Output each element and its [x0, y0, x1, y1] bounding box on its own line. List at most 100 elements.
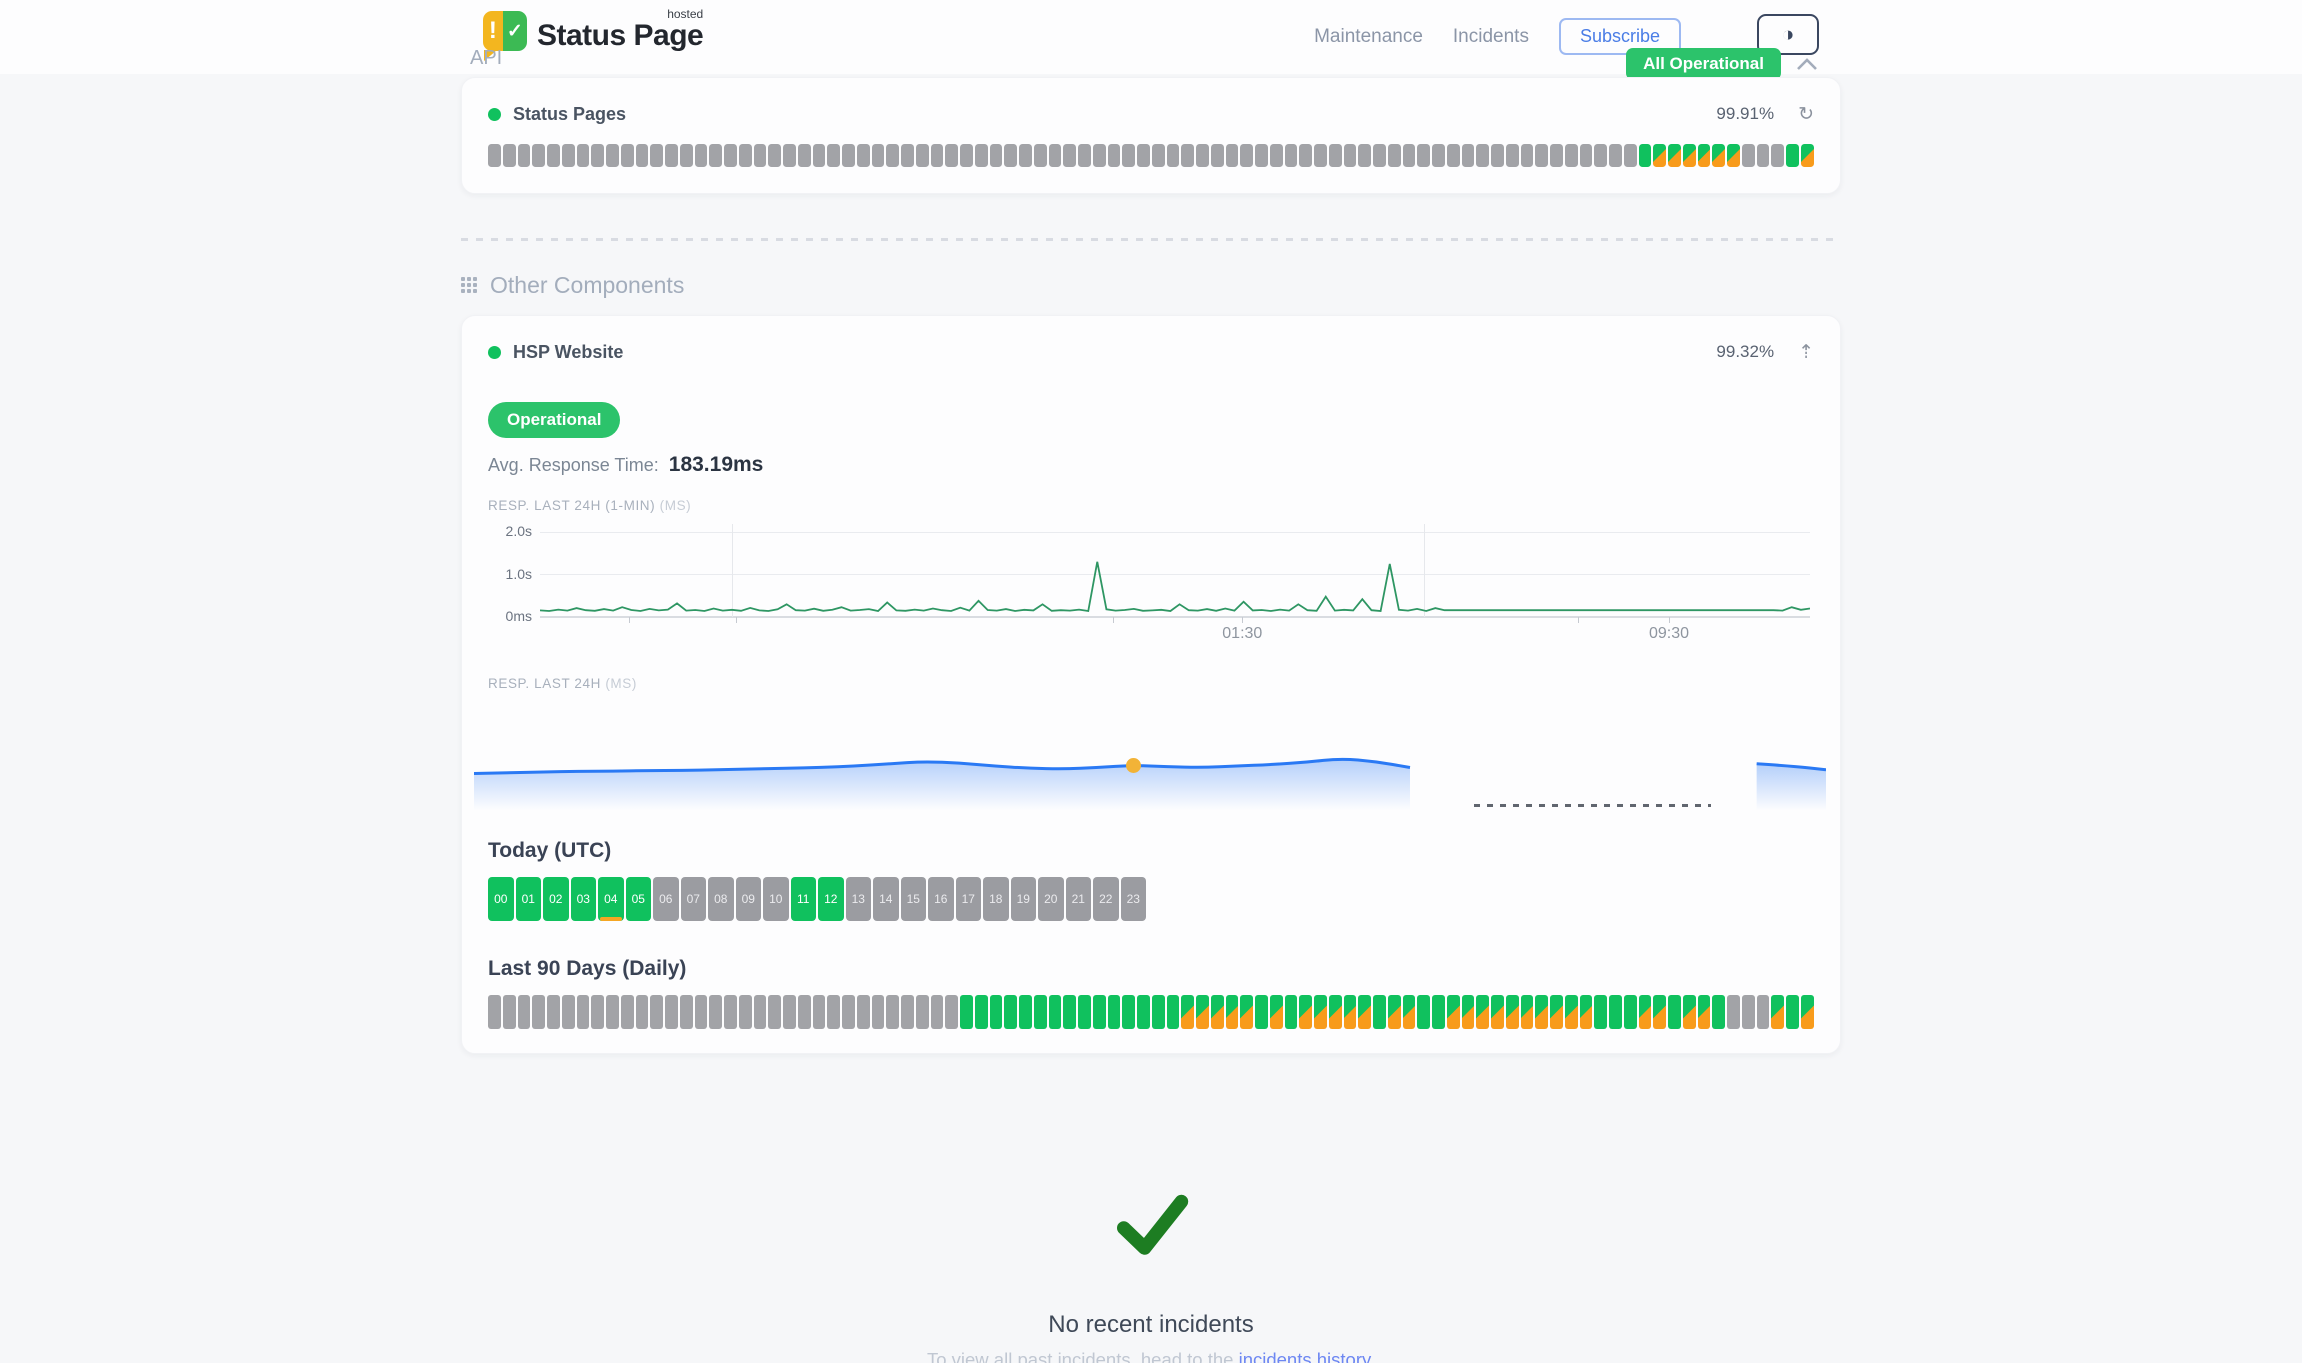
uptime-bar[interactable]: [1727, 144, 1740, 167]
hour-block[interactable]: 15: [900, 877, 926, 921]
uptime-bar[interactable]: [1535, 144, 1548, 167]
uptime-bar[interactable]: [1373, 144, 1386, 167]
uptime-bar[interactable]: [1741, 144, 1755, 167]
day-bar[interactable]: [930, 995, 944, 1029]
uptime-bar[interactable]: [1564, 144, 1578, 167]
day-bar[interactable]: [1092, 995, 1106, 1029]
uptime-bar[interactable]: [1004, 144, 1017, 167]
day-bar[interactable]: [1314, 995, 1327, 1029]
day-bar[interactable]: [915, 995, 929, 1029]
day-bar[interactable]: [1063, 995, 1076, 1029]
day-bar[interactable]: [960, 995, 973, 1029]
uptime-bar[interactable]: [1520, 144, 1534, 167]
uptime-bar[interactable]: [915, 144, 929, 167]
uptime-bar[interactable]: [1137, 144, 1150, 167]
uptime-bar[interactable]: [561, 144, 575, 167]
day-bar[interactable]: [1387, 995, 1401, 1029]
day-bar[interactable]: [842, 995, 855, 1029]
uptime-bar[interactable]: [886, 144, 899, 167]
day-bar[interactable]: [738, 995, 752, 1029]
uptime-bar[interactable]: [1299, 144, 1312, 167]
day-bar[interactable]: [635, 995, 649, 1029]
day-bar[interactable]: [650, 995, 663, 1029]
hour-block[interactable]: 09: [735, 877, 761, 921]
uptime-bar[interactable]: [709, 144, 722, 167]
day-bar[interactable]: [989, 995, 1003, 1029]
uptime-bar[interactable]: [856, 144, 870, 167]
day-bar[interactable]: [679, 995, 693, 1029]
uptime-bar[interactable]: [871, 144, 885, 167]
day-bar[interactable]: [1594, 995, 1607, 1029]
day-bar[interactable]: [1623, 995, 1637, 1029]
uptime-bar[interactable]: [1033, 144, 1047, 167]
day-bar[interactable]: [1771, 995, 1784, 1029]
uptime-bar[interactable]: [1550, 144, 1563, 167]
uptime-bar[interactable]: [1402, 144, 1416, 167]
hour-block[interactable]: 00: [488, 877, 514, 921]
day-bar[interactable]: [797, 995, 811, 1029]
hour-block[interactable]: 05: [625, 877, 651, 921]
uptime-bar[interactable]: [1122, 144, 1135, 167]
day-bar[interactable]: [1078, 995, 1091, 1029]
day-bar[interactable]: [1417, 995, 1430, 1029]
day-bar[interactable]: [1579, 995, 1593, 1029]
uptime-bar[interactable]: [1432, 144, 1445, 167]
day-bar[interactable]: [1682, 995, 1696, 1029]
uptime-bar[interactable]: [635, 144, 649, 167]
day-bar[interactable]: [1343, 995, 1357, 1029]
uptime-bar[interactable]: [1756, 144, 1770, 167]
uptime-bar[interactable]: [576, 144, 590, 167]
uptime-bar[interactable]: [1343, 144, 1357, 167]
day-bar[interactable]: [1240, 995, 1253, 1029]
day-bar[interactable]: [620, 995, 634, 1029]
uptime-bar[interactable]: [1638, 144, 1652, 167]
day-bar[interactable]: [1446, 995, 1460, 1029]
uptime-bar[interactable]: [694, 144, 708, 167]
uptime-bar[interactable]: [620, 144, 634, 167]
uptime-bar[interactable]: [1196, 144, 1209, 167]
day-bar[interactable]: [1019, 995, 1032, 1029]
uptime-bar[interactable]: [532, 144, 545, 167]
day-bar[interactable]: [1712, 995, 1725, 1029]
day-bar[interactable]: [1638, 995, 1652, 1029]
uptime-bar[interactable]: [591, 144, 604, 167]
hour-block[interactable]: 08: [708, 877, 734, 921]
uptime-bar[interactable]: [753, 144, 767, 167]
uptime-bar[interactable]: [1210, 144, 1224, 167]
day-bar[interactable]: [1122, 995, 1135, 1029]
day-bar[interactable]: [1196, 995, 1209, 1029]
hour-block[interactable]: 10: [763, 877, 789, 921]
uptime-bar[interactable]: [1328, 144, 1342, 167]
day-bar[interactable]: [1520, 995, 1534, 1029]
nav-incidents[interactable]: Incidents: [1452, 25, 1529, 47]
incidents-history-link[interactable]: incidents history: [1238, 1349, 1370, 1363]
uptime-bar[interactable]: [1078, 144, 1091, 167]
day-bar[interactable]: [1328, 995, 1342, 1029]
hour-block[interactable]: 01: [515, 877, 541, 921]
day-bar[interactable]: [1786, 995, 1799, 1029]
day-bar[interactable]: [1402, 995, 1416, 1029]
day-bar[interactable]: [1210, 995, 1224, 1029]
day-bar[interactable]: [1137, 995, 1150, 1029]
uptime-bar[interactable]: [1255, 144, 1268, 167]
day-bar[interactable]: [1284, 995, 1298, 1029]
hour-block[interactable]: 02: [543, 877, 569, 921]
day-bar[interactable]: [709, 995, 722, 1029]
day-bar[interactable]: [547, 995, 560, 1029]
day-bar[interactable]: [1668, 995, 1681, 1029]
uptime-bar[interactable]: [1240, 144, 1253, 167]
uptime-bar[interactable]: [1151, 144, 1165, 167]
day-bar[interactable]: [1505, 995, 1519, 1029]
uptime-bar[interactable]: [1461, 144, 1475, 167]
day-bar[interactable]: [945, 995, 958, 1029]
day-bar[interactable]: [724, 995, 737, 1029]
uptime-bar[interactable]: [1048, 144, 1062, 167]
subscribe-button[interactable]: Subscribe: [1558, 18, 1681, 55]
uptime-bar[interactable]: [812, 144, 826, 167]
day-bar[interactable]: [1653, 995, 1666, 1029]
day-bar[interactable]: [1107, 995, 1121, 1029]
day-bar[interactable]: [532, 995, 545, 1029]
day-bar[interactable]: [576, 995, 590, 1029]
hour-block[interactable]: 11: [790, 877, 816, 921]
day-bar[interactable]: [974, 995, 988, 1029]
